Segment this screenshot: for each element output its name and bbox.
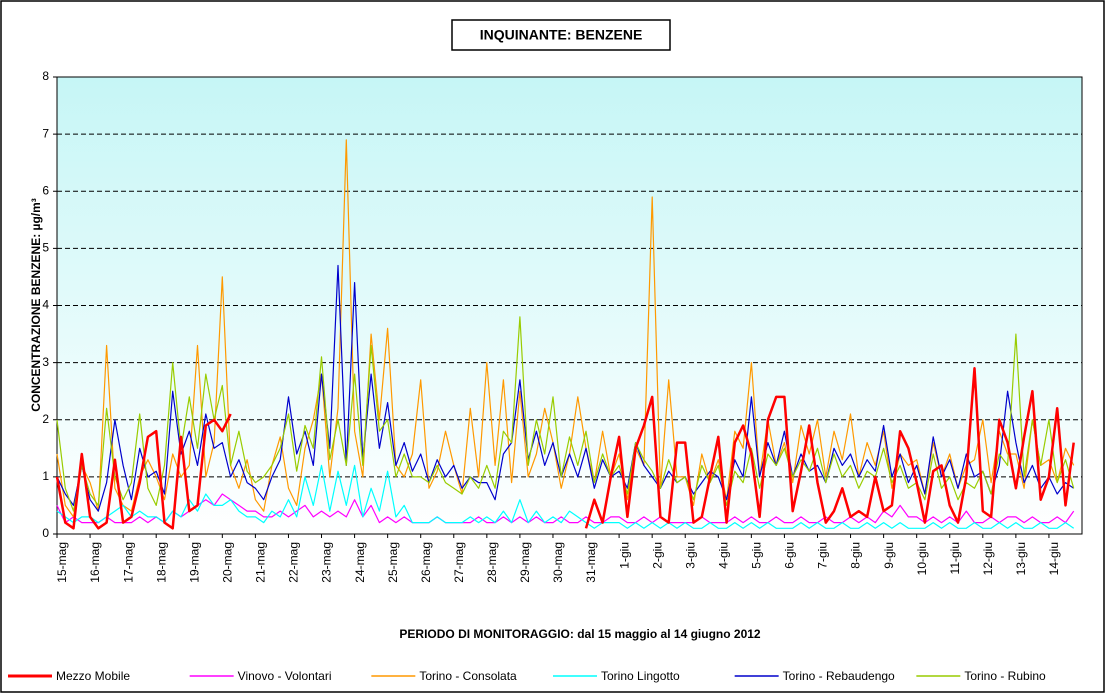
y-tick-label: 6 (42, 183, 49, 197)
y-axis-title: CONCENTRAZIONE BENZENE: µg/m³ (29, 198, 43, 412)
x-tick-label: 6-giu (783, 542, 797, 569)
legend-label: Vinovo - Volontari (238, 669, 332, 683)
y-tick-label: 8 (42, 69, 49, 83)
y-tick-label: 1 (42, 469, 49, 483)
y-tick-label: 2 (42, 412, 49, 426)
x-tick-label: 30-mag (551, 542, 565, 583)
x-tick-label: 14-giu (1047, 542, 1061, 575)
y-tick-label: 0 (42, 526, 49, 540)
x-tick-label: 5-giu (750, 542, 764, 569)
x-tick-label: 12-giu (981, 542, 995, 575)
legend-label: Torino - Rubino (964, 669, 1046, 683)
x-tick-label: 24-mag (353, 542, 367, 583)
series-line (56, 139, 1075, 518)
legend-label: Torino Lingotto (601, 669, 680, 683)
x-tick-label: 28-mag (485, 542, 499, 583)
x-axis-title: PERIODO DI MONITORAGGIO: dal 15 maggio a… (399, 627, 761, 641)
x-tick-label: 23-mag (320, 542, 334, 583)
title-box (451, 19, 671, 51)
legend-label: Torino - Rebaudengo (783, 669, 895, 683)
series-line (56, 264, 1075, 512)
x-tick-label: 7-giu (816, 542, 830, 569)
x-tick-label: 18-mag (154, 542, 168, 583)
x-tick-label: 4-giu (716, 542, 730, 569)
x-tick-label: 9-giu (882, 542, 896, 569)
x-tick-label: 21-mag (254, 542, 268, 583)
x-tick-label: 20-mag (220, 542, 234, 583)
chart-title: INQUINANTE: BENZENE (480, 27, 643, 43)
x-tick-label: 3-giu (683, 542, 697, 569)
series-line (56, 493, 1075, 524)
x-tick-label: 13-giu (1014, 542, 1028, 575)
series-line (55, 367, 1075, 530)
x-tick-label: 10-giu (915, 542, 929, 575)
y-tick-label: 4 (42, 298, 49, 312)
x-tick-label: 19-mag (187, 542, 201, 583)
series-line (56, 464, 1075, 529)
x-tick-label: 16-mag (88, 542, 102, 583)
x-tick-label: 8-giu (849, 542, 863, 569)
y-tick-label: 5 (42, 241, 49, 255)
x-tick-label: 2-giu (650, 542, 664, 569)
x-tick-label: 25-mag (386, 542, 400, 583)
y-tick-label: 3 (42, 355, 49, 369)
x-tick-label: 27-mag (452, 542, 466, 583)
legend-label: Mezzo Mobile (56, 669, 130, 683)
x-tick-label: 22-mag (287, 542, 301, 583)
legend-label: Torino - Consolata (419, 669, 517, 683)
x-tick-label: 29-mag (518, 542, 532, 583)
x-tick-label: 1-giu (617, 542, 631, 569)
x-tick-label: 11-giu (948, 542, 962, 574)
x-tick-label: 17-mag (121, 542, 135, 583)
x-tick-label: 26-mag (419, 542, 433, 583)
y-tick-label: 7 (42, 126, 49, 140)
x-tick-label: 15-mag (55, 542, 69, 583)
x-tick-label: 31-mag (584, 542, 598, 583)
